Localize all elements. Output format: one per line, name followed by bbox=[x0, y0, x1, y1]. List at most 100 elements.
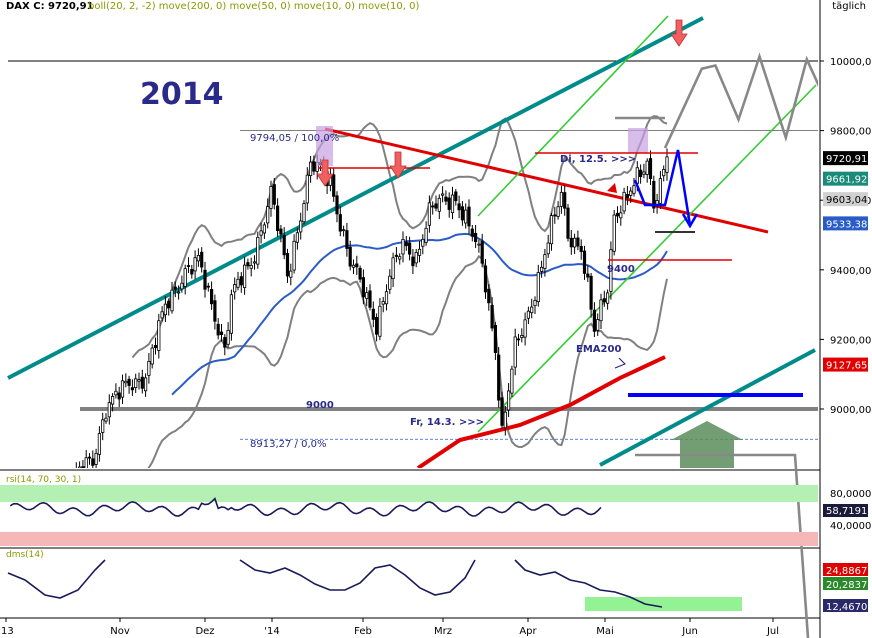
candle-body bbox=[540, 266, 544, 272]
candle-body bbox=[520, 334, 524, 338]
candle-body bbox=[401, 238, 405, 255]
candle-body bbox=[163, 303, 167, 316]
candle-body bbox=[114, 390, 118, 396]
level-9000-label: 9000 bbox=[306, 400, 334, 411]
dms-line-b bbox=[239, 559, 476, 596]
candle-body bbox=[454, 191, 458, 202]
candle-body bbox=[460, 206, 465, 221]
candle-body bbox=[388, 275, 392, 290]
candle-body bbox=[629, 190, 633, 196]
candle-body bbox=[147, 360, 151, 376]
candle-body bbox=[153, 344, 158, 349]
price-badge-0: 9720,91 bbox=[826, 154, 867, 165]
candle-body bbox=[490, 305, 494, 329]
time-label-8: Jun bbox=[681, 626, 698, 637]
candle-body bbox=[658, 178, 663, 204]
candle-body bbox=[338, 214, 342, 232]
candle-body bbox=[625, 193, 630, 198]
candle-body bbox=[444, 196, 448, 202]
candle-body bbox=[292, 240, 296, 271]
time-label-3: '14 bbox=[264, 626, 279, 637]
candle-body bbox=[130, 387, 134, 391]
candle-body bbox=[302, 203, 306, 223]
candle-body bbox=[368, 290, 372, 308]
candle-body bbox=[407, 242, 412, 255]
price-badge-bg bbox=[823, 192, 868, 207]
level-9400-label: 9400 bbox=[607, 264, 635, 275]
ema200-line bbox=[416, 355, 666, 468]
candle-body bbox=[384, 291, 389, 305]
candle-body bbox=[417, 248, 422, 256]
candle-body bbox=[167, 300, 171, 309]
fib-low-label: 8913,27 / 0,0% bbox=[250, 439, 326, 450]
candle-body bbox=[137, 379, 141, 382]
dms-line-c bbox=[514, 559, 663, 608]
frequency-label: täglich bbox=[832, 1, 866, 12]
candle-body bbox=[530, 306, 534, 314]
candle-body bbox=[431, 205, 435, 208]
candle-body bbox=[233, 284, 237, 293]
candle-body bbox=[427, 202, 432, 226]
candle-body bbox=[516, 338, 521, 341]
candle-body bbox=[391, 257, 395, 280]
candle-body bbox=[414, 252, 418, 264]
candle-body bbox=[173, 286, 177, 290]
dms-highlight-band bbox=[585, 597, 742, 611]
candle-body bbox=[526, 310, 531, 319]
candle-body bbox=[599, 299, 603, 322]
indicator-legend: boll(20, 2, -2) move(200, 0) move(50, 0)… bbox=[88, 1, 420, 12]
candle-body bbox=[665, 156, 669, 173]
candle-body bbox=[239, 276, 243, 286]
price-badge-bg bbox=[823, 357, 868, 372]
rsi-badge-bg bbox=[823, 504, 868, 517]
dms-badge-bg bbox=[823, 599, 868, 612]
candle-body bbox=[434, 203, 438, 209]
candle-body bbox=[619, 212, 623, 219]
candle-body bbox=[467, 206, 471, 227]
rsi-badge: 58,7191 bbox=[826, 506, 867, 517]
candle-body bbox=[411, 256, 415, 267]
candle-body bbox=[355, 263, 359, 268]
candle-body bbox=[615, 212, 620, 217]
candle-body bbox=[589, 275, 593, 310]
candle-body bbox=[586, 273, 590, 278]
rsi-line bbox=[9, 497, 602, 517]
time-label-4: Feb bbox=[354, 626, 372, 637]
candle-body bbox=[262, 224, 267, 234]
candle-body bbox=[510, 368, 514, 394]
channel-upper bbox=[477, 15, 669, 217]
candle-body bbox=[464, 209, 468, 224]
time-label-1: Nov bbox=[110, 626, 130, 637]
candle-body bbox=[196, 254, 200, 262]
candle-body bbox=[295, 232, 300, 243]
candle-body bbox=[200, 251, 204, 268]
time-label-5: Mrz bbox=[434, 626, 452, 637]
candle-body bbox=[506, 390, 511, 411]
scenario-blue-arrowhead bbox=[681, 213, 699, 229]
candle-body bbox=[259, 230, 263, 236]
trendline-resistance bbox=[324, 127, 769, 234]
rsi-label: rsi(14, 70, 30, 1) bbox=[6, 475, 81, 485]
time-label-0: '13 bbox=[0, 626, 14, 637]
candle-body bbox=[612, 214, 616, 252]
dms-label: dms(14) bbox=[6, 550, 44, 560]
candle-body bbox=[543, 254, 547, 269]
candle-body bbox=[134, 378, 138, 389]
time-label-6: Apr bbox=[519, 626, 537, 637]
candle-body bbox=[335, 195, 339, 215]
price-tick-label: 10000,00 bbox=[830, 57, 872, 68]
candle-body bbox=[576, 237, 580, 247]
candle-body bbox=[497, 354, 501, 401]
candle-body bbox=[483, 265, 488, 293]
candle-body bbox=[480, 240, 484, 264]
candle-body bbox=[503, 411, 507, 429]
price-badge-bg bbox=[823, 151, 868, 166]
candle-body bbox=[437, 197, 441, 212]
candle-body bbox=[457, 203, 461, 211]
price-tick-label: 9800,00 bbox=[830, 127, 871, 138]
dms-badge-bg bbox=[823, 563, 868, 576]
candle-body bbox=[203, 269, 207, 290]
highlight-box-may bbox=[628, 128, 648, 153]
